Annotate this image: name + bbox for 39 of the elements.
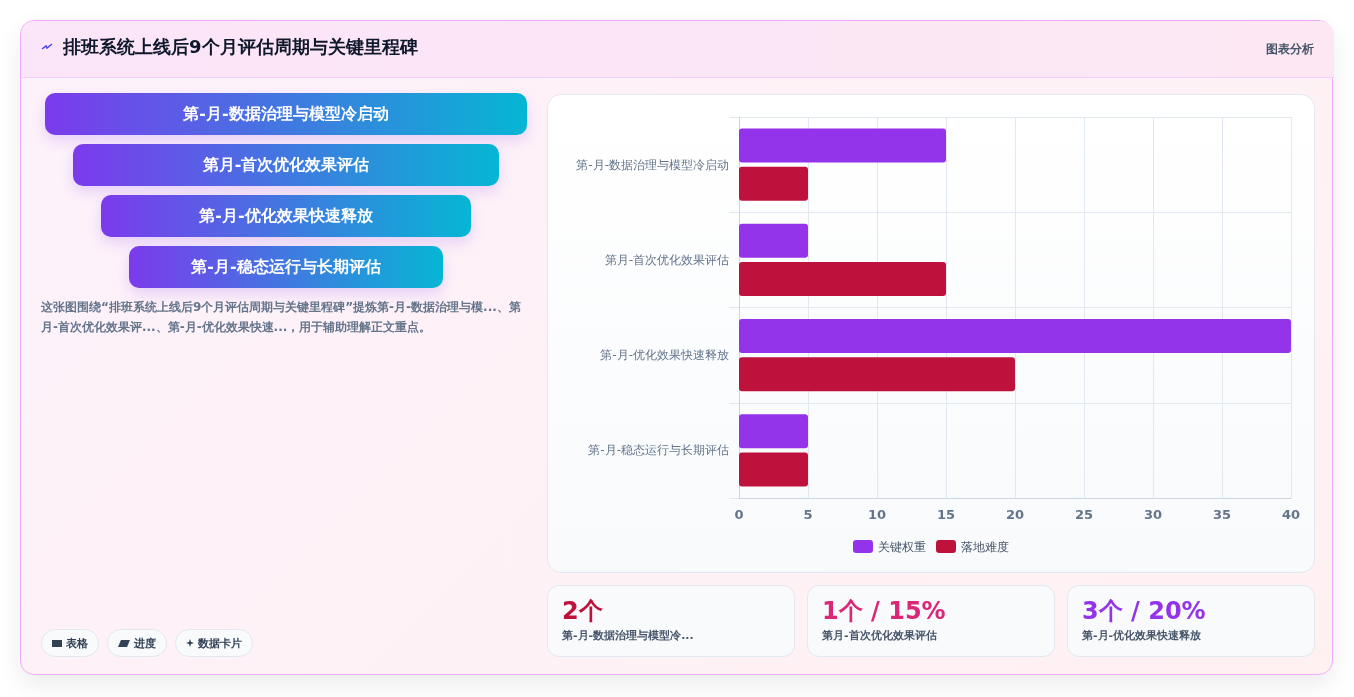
y-tick-label: 第-月-优化效果快速释放 [600,348,729,363]
x-tick-label: 35 [1212,507,1232,522]
x-tick-label: 10 [867,507,887,522]
text: 1个 / 15% [822,597,946,625]
legend-label: 关键权重 [878,539,926,554]
text: 3个 / 20% [1082,597,1206,625]
category-label: 第-月-数据治理与模型冷启动 [45,93,527,135]
bar [739,261,946,296]
bar [739,128,946,163]
x-tick-label: 5 [803,507,813,522]
bar [739,319,1291,354]
y-tick-label: 第-月-数据治理与模型冷启动 [576,157,729,172]
text: 表格 [41,629,99,657]
x-tick-label: 30 [1143,507,1163,522]
category-label: 第月-首次优化效果评估 [822,628,938,643]
text: 进度 [107,629,167,657]
x-tick-label: 20 [1005,507,1025,522]
category-label: 第月-首次优化效果评估 [73,144,499,186]
bar [739,166,808,201]
x-tick-label: 40 [1281,507,1301,522]
category-label: 第-月-稳态运行与长期评估 [129,246,443,288]
text: 这张图围绕“排班系统上线后9个月评估周期与关键里程碑”提炼第-月-数据治理与模...、第月-首次优化效果评...、第-月-优化效果快速...，用于辅助理解正文重点。 [41,299,522,336]
bar [739,223,808,258]
category-label: 第-月-数据治理与模型冷... [562,628,695,643]
text: 2个 [562,597,603,625]
y-tick-label: 第月-首次优化效果评估 [604,252,729,267]
text: 排班系统上线后9个月评估周期与关键里程碑 [63,35,418,59]
bar [739,414,808,449]
y-tick-label: 第-月-稳态运行与长期评估 [588,443,729,458]
bar [739,357,1015,392]
x-tick-label: 0 [734,507,744,522]
legend-label: 落地难度 [961,539,1009,554]
category-label: 第-月-优化效果快速释放 [1082,628,1203,643]
bar [739,452,808,487]
category-label: 第-月-优化效果快速释放 [101,195,471,237]
x-tick-label: 15 [936,507,956,522]
text: 数据卡片 [175,629,253,657]
text: 图表分析 [1266,41,1314,58]
x-tick-label: 25 [1074,507,1094,522]
